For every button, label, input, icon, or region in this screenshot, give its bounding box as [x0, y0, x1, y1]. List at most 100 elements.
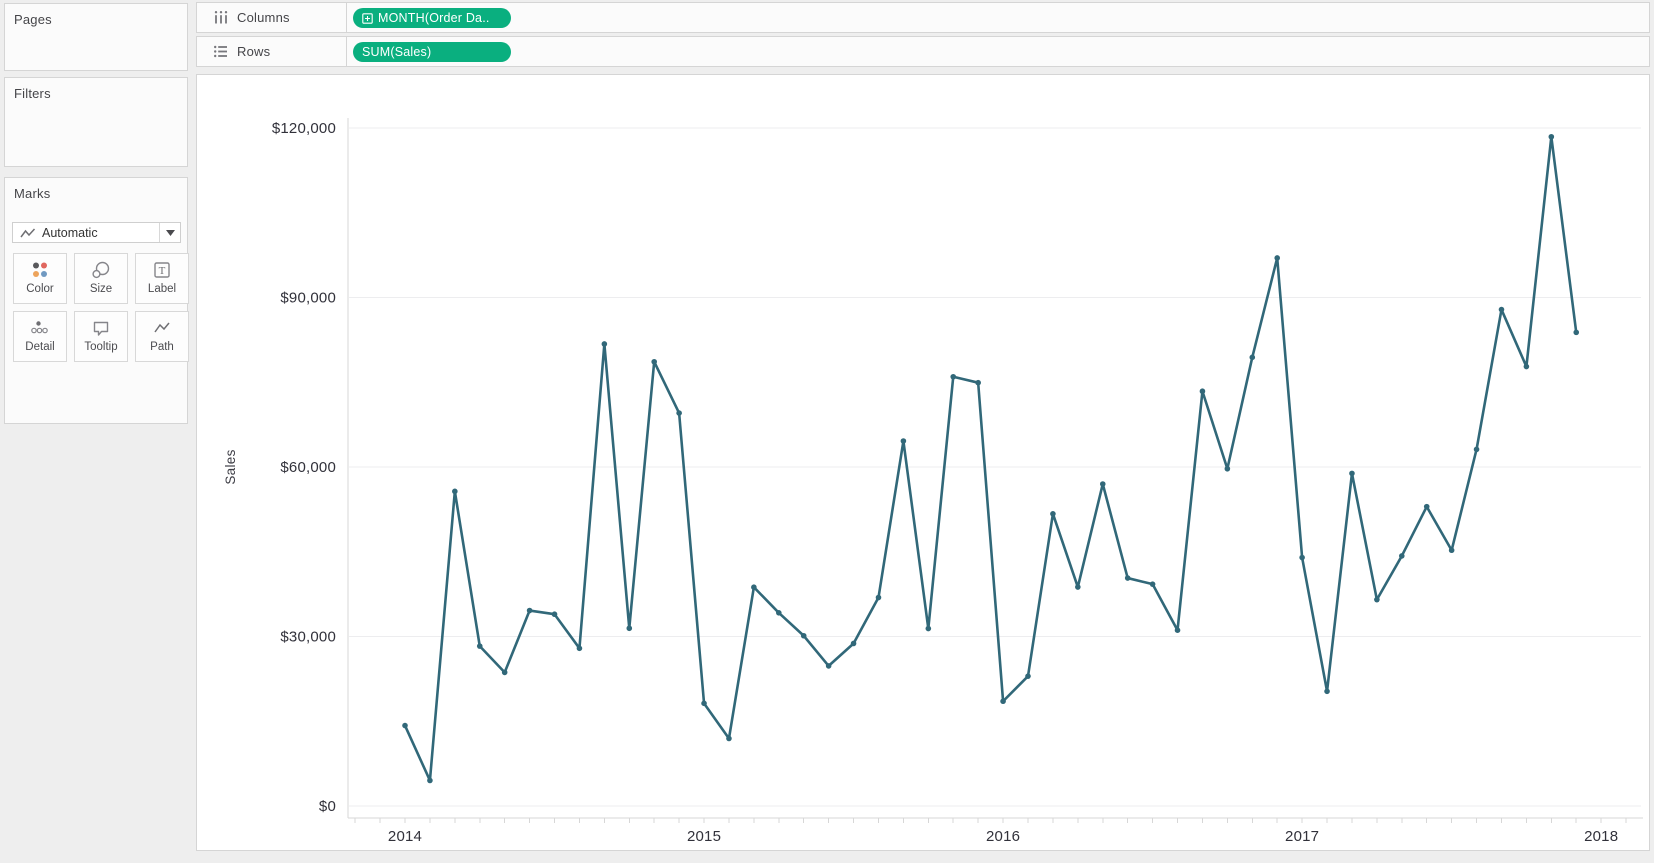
- data-point[interactable]: [576, 645, 583, 652]
- rows-shelf[interactable]: Rows SUM(Sales): [196, 36, 1650, 67]
- columns-shelf-label: Columns: [237, 10, 290, 25]
- detail-button-label: Detail: [25, 341, 55, 353]
- data-point[interactable]: [1050, 511, 1056, 517]
- data-point[interactable]: [1149, 581, 1156, 587]
- data-point[interactable]: [1075, 584, 1081, 590]
- label-button[interactable]: T Label: [135, 253, 189, 304]
- data-point[interactable]: [1000, 698, 1006, 705]
- data-point[interactable]: [800, 632, 807, 639]
- data-point[interactable]: [1224, 465, 1231, 472]
- data-point[interactable]: [1099, 481, 1106, 487]
- y-tick-label: $60,000: [280, 459, 336, 476]
- data-point[interactable]: [1174, 627, 1181, 633]
- marks-title: Marks: [14, 186, 51, 201]
- chart-area: $0 $30,000 $60,000 $90,000 $120,000 2014 2015 2…: [196, 74, 1650, 851]
- path-button-label: Path: [150, 341, 174, 353]
- columns-shelf[interactable]: Columns MONTH(Order Da..: [196, 2, 1650, 33]
- size-button[interactable]: Size: [74, 253, 128, 304]
- y-axis-title: Sales: [223, 449, 238, 484]
- data-point[interactable]: [1473, 446, 1480, 453]
- data-point[interactable]: [751, 584, 757, 590]
- filters-title: Filters: [14, 86, 51, 101]
- y-tick-label: $120,000: [272, 120, 336, 137]
- data-point[interactable]: [676, 410, 682, 416]
- data-point[interactable]: [1274, 255, 1280, 261]
- data-point[interactable]: [1324, 688, 1330, 695]
- data-point[interactable]: [1124, 575, 1131, 581]
- color-icon: [33, 262, 47, 277]
- data-point[interactable]: [1299, 554, 1305, 561]
- pages-shelf[interactable]: Pages: [4, 3, 188, 71]
- data-point[interactable]: [900, 438, 907, 444]
- mark-type-label: Automatic: [42, 225, 98, 240]
- data-point[interactable]: [427, 777, 433, 784]
- data-point[interactable]: [925, 625, 932, 632]
- data-point[interactable]: [1374, 596, 1380, 603]
- data-point[interactable]: [402, 722, 408, 729]
- data-point[interactable]: [825, 663, 832, 669]
- sales-line-chart: $0 $30,000 $60,000 $90,000 $120,000 2014 2015 2…: [223, 118, 1643, 845]
- data-point[interactable]: [726, 735, 732, 742]
- x-tick-label: 2018: [1584, 828, 1618, 845]
- data-point[interactable]: [975, 379, 981, 386]
- data-point[interactable]: [1498, 306, 1505, 313]
- data-point[interactable]: [601, 341, 608, 347]
- size-button-label: Size: [89, 283, 113, 295]
- data-point[interactable]: [501, 669, 508, 676]
- data-point[interactable]: [1025, 673, 1031, 679]
- data-point[interactable]: [1249, 354, 1256, 361]
- data-point[interactable]: [1349, 470, 1355, 477]
- data-point[interactable]: [452, 488, 458, 495]
- data-point[interactable]: [626, 625, 633, 632]
- data-point[interactable]: [850, 640, 857, 647]
- columns-pill-label: MONTH(Order Da..: [378, 11, 490, 25]
- detail-icon: [31, 321, 48, 334]
- data-point[interactable]: [1199, 388, 1206, 395]
- rows-icon: [214, 45, 227, 58]
- data-point[interactable]: [1523, 363, 1530, 370]
- tooltip-icon: [93, 321, 109, 336]
- line-mark-icon: [20, 227, 36, 237]
- data-point[interactable]: [526, 607, 533, 614]
- data-point[interactable]: [950, 373, 957, 380]
- shelf-divider: [346, 37, 347, 66]
- label-button-label: Label: [147, 283, 177, 295]
- chevron-down-icon: [165, 229, 175, 236]
- size-icon: [92, 261, 110, 279]
- columns-icon: [214, 11, 228, 24]
- data-point[interactable]: [1448, 547, 1455, 554]
- columns-pill-month-order-date[interactable]: MONTH(Order Da..: [353, 8, 511, 28]
- data-point[interactable]: [1573, 329, 1580, 336]
- filters-shelf[interactable]: Filters: [4, 77, 188, 167]
- mark-type-caret-button[interactable]: [159, 223, 180, 242]
- data-point[interactable]: [776, 610, 782, 616]
- x-tick-label: 2016: [986, 828, 1020, 845]
- rows-pill-sum-sales[interactable]: SUM(Sales): [353, 42, 511, 62]
- tooltip-button[interactable]: Tooltip: [74, 311, 128, 362]
- data-point[interactable]: [701, 700, 707, 707]
- path-button[interactable]: Path: [135, 311, 189, 362]
- x-tick-label: 2015: [687, 828, 721, 845]
- detail-button[interactable]: Detail: [13, 311, 67, 362]
- mark-type-dropdown[interactable]: Automatic: [12, 222, 181, 243]
- rows-shelf-label: Rows: [237, 44, 271, 59]
- data-point[interactable]: [1399, 553, 1405, 559]
- sales-line-series[interactable]: [403, 135, 1578, 782]
- y-tick-label: $0: [319, 798, 336, 815]
- data-point[interactable]: [875, 594, 882, 601]
- data-point[interactable]: [551, 611, 558, 618]
- label-icon: T: [154, 262, 170, 278]
- data-point[interactable]: [651, 358, 657, 365]
- path-icon: [154, 322, 170, 333]
- data-point[interactable]: [476, 643, 483, 649]
- svg-text:T: T: [159, 265, 166, 277]
- plus-box-icon: [362, 12, 373, 24]
- x-tick-label: 2014: [388, 828, 422, 845]
- color-button[interactable]: Color: [13, 253, 67, 304]
- data-point[interactable]: [1423, 503, 1430, 510]
- tooltip-button-label: Tooltip: [84, 341, 118, 353]
- rows-pill-label: SUM(Sales): [362, 45, 432, 59]
- pages-title: Pages: [14, 12, 52, 27]
- data-point[interactable]: [1548, 133, 1555, 140]
- color-button-label: Color: [26, 283, 54, 295]
